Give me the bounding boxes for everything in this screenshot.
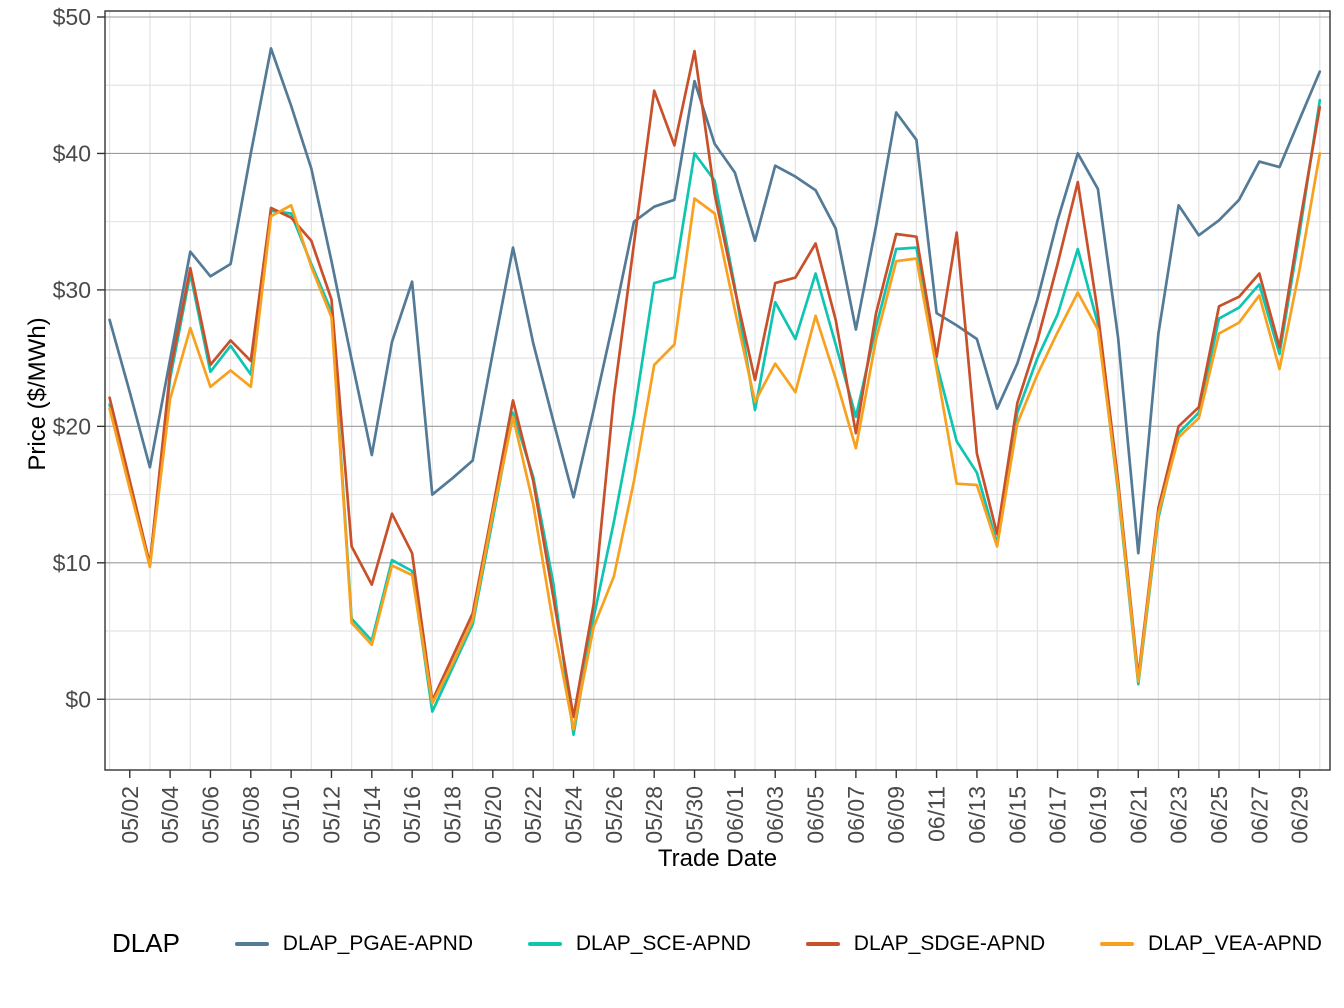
svg-text:05/02: 05/02 bbox=[117, 786, 143, 844]
svg-text:$20: $20 bbox=[53, 413, 91, 439]
svg-text:06/03: 06/03 bbox=[762, 786, 788, 844]
svg-text:05/24: 05/24 bbox=[561, 786, 587, 844]
legend-label-pgae: DLAP_PGAE-APND bbox=[282, 931, 474, 955]
svg-text:06/27: 06/27 bbox=[1246, 786, 1272, 844]
svg-text:06/05: 06/05 bbox=[803, 786, 829, 844]
svg-text:05/20: 05/20 bbox=[480, 786, 506, 844]
svg-text:06/09: 06/09 bbox=[883, 786, 909, 844]
svg-text:06/19: 06/19 bbox=[1085, 786, 1111, 844]
legend-label-sdge: DLAP_SDGE-APND bbox=[853, 931, 1046, 955]
svg-text:$0: $0 bbox=[65, 686, 91, 712]
x-axis-title: Trade Date bbox=[657, 845, 778, 872]
y-axis-title: Price ($/MWh) bbox=[24, 317, 51, 471]
sce-line-swatch-icon bbox=[527, 941, 562, 946]
svg-text:$10: $10 bbox=[53, 550, 91, 576]
svg-text:$50: $50 bbox=[53, 4, 91, 30]
svg-text:05/26: 05/26 bbox=[601, 786, 627, 844]
svg-text:06/11: 06/11 bbox=[924, 786, 950, 842]
legend-item-sdge: DLAP_SDGE-APND bbox=[805, 931, 1046, 956]
svg-text:05/22: 05/22 bbox=[520, 786, 546, 844]
svg-text:05/30: 05/30 bbox=[682, 786, 708, 844]
legend-title: DLAP bbox=[112, 928, 180, 958]
legend-item-sce: DLAP_SCE-APND bbox=[527, 931, 751, 956]
svg-text:05/16: 05/16 bbox=[399, 786, 425, 844]
svg-text:05/28: 05/28 bbox=[641, 786, 667, 844]
svg-text:06/17: 06/17 bbox=[1045, 786, 1071, 844]
pgae-line-swatch-icon bbox=[234, 941, 269, 946]
legend-label-sce: DLAP_SCE-APND bbox=[575, 931, 751, 955]
svg-text:$30: $30 bbox=[53, 277, 91, 303]
svg-text:05/04: 05/04 bbox=[157, 786, 183, 844]
svg-text:05/06: 05/06 bbox=[197, 786, 223, 844]
svg-text:05/18: 05/18 bbox=[439, 786, 465, 844]
svg-text:06/29: 06/29 bbox=[1287, 786, 1313, 844]
svg-text:06/01: 06/01 bbox=[722, 786, 748, 844]
svg-text:05/12: 05/12 bbox=[318, 786, 344, 844]
legend-item-vea: DLAP_VEA-APND bbox=[1100, 932, 1322, 956]
sdge-line-swatch-icon bbox=[805, 941, 840, 946]
vea-line-swatch-icon bbox=[1100, 941, 1135, 946]
svg-text:06/15: 06/15 bbox=[1004, 786, 1030, 844]
svg-text:06/07: 06/07 bbox=[843, 786, 869, 844]
svg-text:05/10: 05/10 bbox=[278, 786, 304, 844]
svg-text:06/23: 06/23 bbox=[1166, 786, 1192, 844]
legend-item-pgae: DLAP_PGAE-APND bbox=[234, 931, 474, 956]
svg-text:06/13: 06/13 bbox=[964, 786, 990, 844]
legend: DLAP DLAP_PGAE-APND DLAP_SCE-APND DLAP_S… bbox=[112, 928, 1322, 959]
svg-text:05/14: 05/14 bbox=[359, 786, 385, 844]
legend-label-vea: DLAP_VEA-APND bbox=[1148, 931, 1322, 955]
svg-text:06/25: 06/25 bbox=[1206, 786, 1232, 844]
svg-text:05/08: 05/08 bbox=[238, 786, 264, 844]
svg-text:$40: $40 bbox=[53, 140, 91, 166]
svg-text:06/21: 06/21 bbox=[1125, 786, 1151, 844]
